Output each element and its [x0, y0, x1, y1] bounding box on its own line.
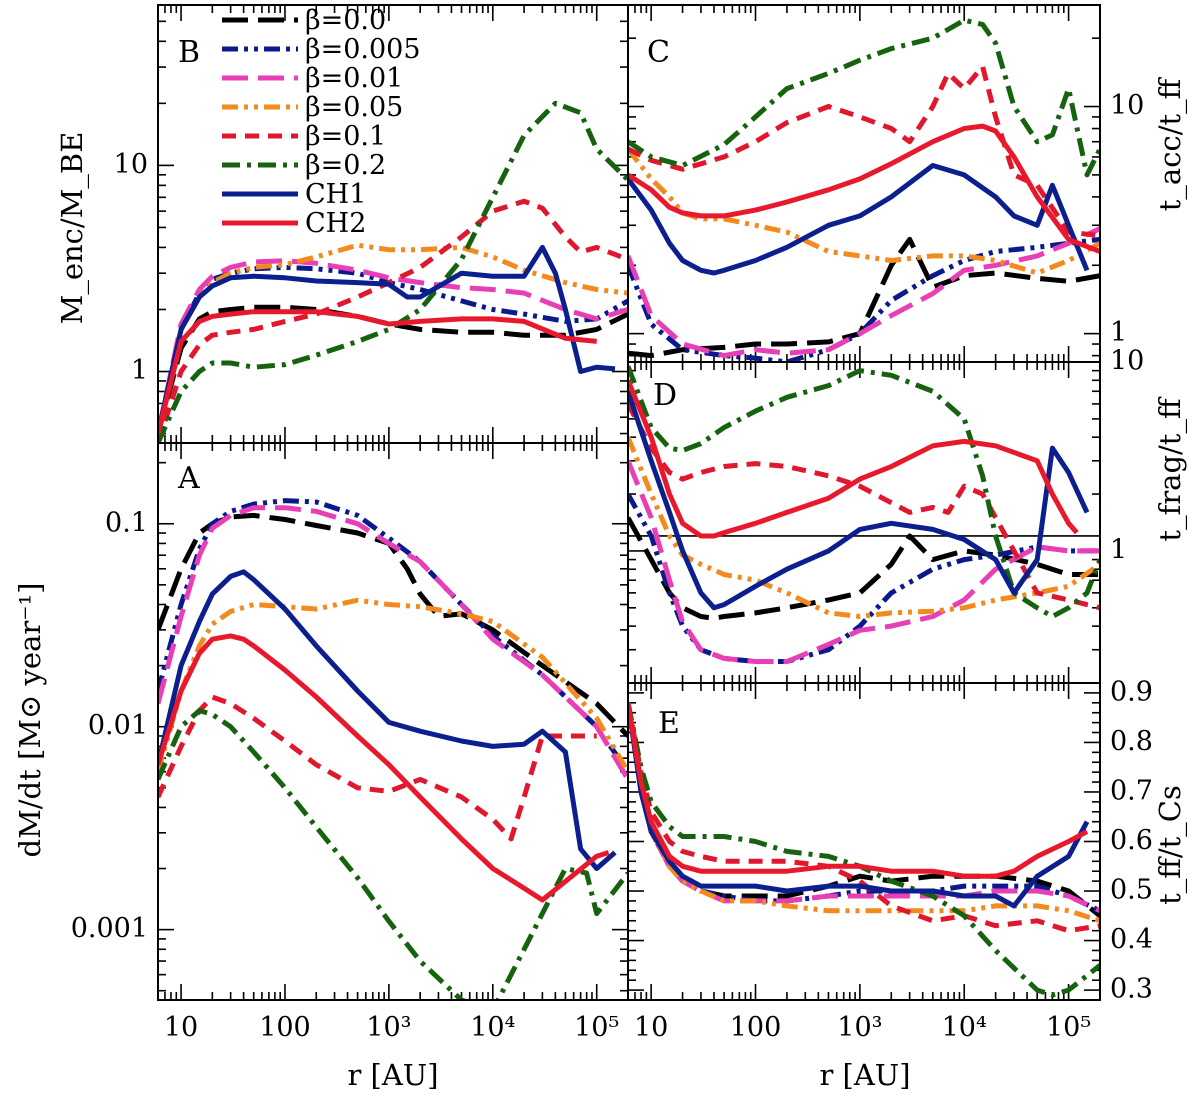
- y-tick-label: 0.4: [1110, 924, 1153, 955]
- panel-e-letter: E: [658, 706, 680, 741]
- y-tick-label: 10: [1110, 346, 1144, 377]
- y-tick-label: 1: [1110, 317, 1127, 348]
- series-beta-0-2: [628, 17, 1100, 178]
- series-beta-0-1: [628, 702, 1100, 934]
- series-CH1: [158, 244, 616, 435]
- series-CH2: [628, 123, 1100, 254]
- panel-a-ylabel-main: dM/dt [M⊙ year⁻¹]: [13, 583, 47, 858]
- panel-d-letter: D: [653, 378, 677, 413]
- panel-e-ylabel: t_ff/t_Cs: [1153, 785, 1188, 905]
- y-tick-label: 1: [131, 355, 148, 386]
- series-beta-0-01: [628, 459, 1100, 664]
- series-CH1: [158, 569, 617, 871]
- panel-d-ylabel: t_frag/t_ff: [1153, 396, 1188, 542]
- y-tick-label: 0.5: [1110, 875, 1153, 906]
- series-CH2: [158, 633, 610, 903]
- series-beta-0-01: [158, 505, 628, 781]
- panel-b-ylabel: M_enc/M_BE: [55, 132, 90, 325]
- y-tick-label: 0.9: [1110, 676, 1153, 707]
- panel-d-frame: [627, 361, 1101, 684]
- series-CH2: [628, 379, 1079, 539]
- x-tick-label: 10: [164, 1012, 198, 1043]
- series-beta-0-1: [628, 402, 1100, 611]
- panel-e-frame: [627, 682, 1101, 1001]
- y-tick-label: 0.8: [1110, 726, 1153, 757]
- y-tick-label: 10: [1110, 90, 1144, 121]
- y-tick-label: 0.6: [1110, 825, 1153, 856]
- panel-e-ticks: [627, 683, 1101, 1000]
- series-beta-0-0: [628, 516, 1100, 621]
- x-tick-label: 10³: [366, 1012, 411, 1043]
- panel-a: 0.001 0.01 0.1 10 100 10³ 10⁴ 10⁵ A: [71, 442, 629, 1043]
- series-CH1: [628, 702, 1090, 909]
- series-beta-0-05: [158, 597, 628, 773]
- y-tick-label: 10: [114, 149, 148, 180]
- legend-label-beta-0-0: β=0.0: [305, 5, 386, 36]
- series-beta-0-2: [158, 708, 628, 1000]
- series-beta-0-01: [158, 258, 628, 435]
- panel-a-series: [158, 498, 628, 1000]
- x-tick-label: 10⁵: [574, 1012, 619, 1043]
- panel-c-ylabel: t_acc/t_ff: [1153, 76, 1188, 211]
- legend-label-beta-0-01: β=0.01: [305, 63, 403, 94]
- x-tick-label: 10⁴: [470, 1012, 515, 1043]
- series-beta-0-005: [158, 498, 628, 774]
- panel-e-xlabel: r [AU]: [819, 1058, 910, 1092]
- panel-d-ticks: [627, 361, 1101, 684]
- series-beta-0-2: [628, 702, 1100, 998]
- y-tick-label: 0.7: [1110, 775, 1153, 806]
- series-beta-0-01: [628, 226, 1100, 359]
- panel-a-xlabel: r [AU]: [347, 1058, 438, 1092]
- panel-b-series: [158, 100, 628, 443]
- panel-e-series: [628, 702, 1100, 998]
- series-beta-0-05: [628, 147, 1100, 276]
- legend-label-beta-0-2: β=0.2: [305, 150, 386, 181]
- y-tick-label: 0.001: [71, 913, 148, 944]
- panel-e: 0.3 0.4 0.5 0.6 0.7 0.8 0.9 10 100 10³ 10⁴ 10⁵ E: [627, 676, 1153, 1043]
- panel-d-series: [628, 365, 1100, 664]
- x-tick-label: 100: [259, 1012, 311, 1043]
- x-tick-label: 100: [730, 1012, 782, 1043]
- series-beta-0-0: [158, 304, 628, 435]
- panel-a-ticks: [157, 443, 629, 1000]
- panel-a-letter: A: [177, 461, 200, 496]
- series-CH1: [628, 163, 1090, 276]
- series-beta-0-2: [628, 365, 1100, 619]
- series-beta-0-1: [158, 694, 597, 842]
- panel-c: 1 10 C: [627, 4, 1144, 363]
- x-tick-label: 10³: [837, 1012, 882, 1043]
- series-beta-0-005: [628, 702, 1100, 914]
- global-labels: dM/dt [M⊙ year⁻¹] M_enc/M_BE t_acc/t_ff …: [13, 76, 1188, 1092]
- series-CH1: [628, 390, 1090, 611]
- panel-c-series: [628, 17, 1100, 362]
- x-tick-label: 10: [634, 1012, 668, 1043]
- y-tick-label: 1: [1110, 534, 1127, 565]
- x-tick-label: 10⁵: [1046, 1012, 1091, 1043]
- y-tick-label: 0.01: [88, 710, 148, 741]
- series-beta-0-005: [158, 264, 628, 435]
- series-CH2: [628, 702, 1089, 879]
- panel-c-letter: C: [647, 35, 670, 70]
- series-CH2: [158, 309, 597, 435]
- y-tick-label: 0.3: [1110, 974, 1153, 1005]
- series-beta-0-1: [628, 64, 1100, 239]
- panel-b: 1 10 B: [114, 4, 629, 444]
- legend-label-CH1: CH1: [305, 179, 366, 210]
- legend-label-beta-0-005: β=0.005: [305, 34, 421, 65]
- series-beta-0-05: [628, 436, 1100, 619]
- legend-label-beta-0-1: β=0.1: [305, 121, 386, 152]
- legend-label-beta-0-05: β=0.05: [305, 92, 403, 123]
- legend-label-CH2: CH2: [305, 208, 366, 239]
- panel-b-letter: B: [178, 35, 200, 70]
- series-beta-0-2: [158, 100, 628, 443]
- panel-d: 1 10 D: [627, 346, 1144, 684]
- x-tick-label: 10⁴: [942, 1012, 987, 1043]
- y-tick-label: 0.1: [105, 507, 148, 538]
- series-beta-0-05: [628, 702, 1100, 924]
